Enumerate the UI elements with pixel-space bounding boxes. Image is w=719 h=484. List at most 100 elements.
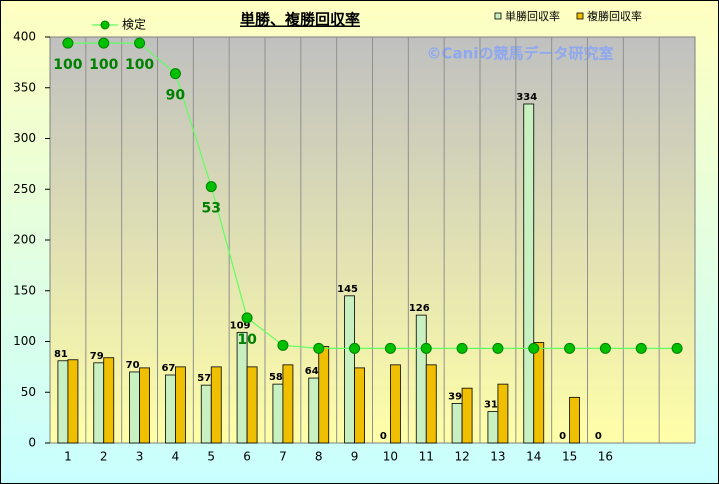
line-marker: [671, 342, 683, 354]
legend-marker: [100, 20, 110, 30]
bar: [497, 383, 509, 444]
x-tick-label: 10: [383, 450, 398, 464]
line-marker: [277, 339, 289, 351]
bar: [569, 396, 580, 444]
y-tick-label: 350: [13, 80, 36, 94]
line-marker: [492, 342, 504, 354]
data-label: 0: [380, 431, 387, 442]
bar: [461, 387, 473, 444]
line: [67, 42, 678, 349]
y-tick-label: 150: [13, 283, 36, 297]
line-marker: [420, 342, 432, 354]
y-tick-label: 400: [13, 30, 36, 44]
x-tick-label: 8: [315, 450, 323, 464]
bar: [318, 346, 330, 444]
bar: [533, 342, 545, 444]
x-tick-label: 6: [243, 450, 251, 464]
data-label: 79: [90, 351, 104, 362]
bar: [354, 367, 365, 444]
x-tick-label: 12: [454, 450, 469, 464]
data-label: 70: [126, 360, 140, 371]
x-tick-label: 11: [419, 450, 434, 464]
x-tick-label: 2: [100, 450, 108, 464]
x-tick-label: 13: [490, 450, 505, 464]
line-marker: [313, 342, 325, 354]
data-label: 31: [484, 400, 498, 411]
bar: [344, 295, 355, 444]
bar: [93, 362, 105, 444]
line-marker: [98, 37, 110, 49]
bar: [165, 374, 176, 444]
bar: [425, 364, 437, 444]
chart-title: 単勝、複勝回収率: [240, 11, 360, 29]
bar: [451, 403, 463, 444]
data-label: 81: [54, 349, 68, 360]
x-tick-label: 15: [562, 450, 577, 464]
line-marker: [169, 68, 181, 80]
x-tick-label: 5: [207, 450, 215, 464]
y-tick-label: 0: [28, 436, 36, 450]
line-marker: [528, 342, 540, 354]
bar: [523, 103, 535, 444]
legend-label: 検定: [122, 17, 146, 32]
data-label: 53: [202, 201, 221, 217]
data-label: 145: [337, 284, 358, 295]
bar: [103, 357, 115, 444]
bar: [282, 364, 294, 444]
data-label: 10: [237, 332, 257, 348]
y-tick-label: 250: [13, 182, 36, 196]
data-label: 64: [305, 366, 319, 377]
data-label: 100: [125, 57, 154, 73]
y-tick-label: 200: [13, 233, 36, 247]
bar: [129, 371, 140, 444]
data-label: 100: [89, 57, 118, 73]
y-tick-label: 50: [21, 385, 36, 399]
x-tick-label: 1: [64, 450, 72, 464]
watermark: ©Caniの競馬データ研究室: [427, 45, 614, 63]
line-marker: [241, 312, 253, 324]
legend-swatch: [576, 12, 584, 20]
line-marker: [384, 342, 396, 354]
bar: [57, 360, 69, 444]
legend-label: 単勝回収率: [505, 9, 560, 23]
bar: [415, 314, 427, 444]
x-tick-label: 4: [172, 450, 180, 464]
bar: [200, 384, 212, 444]
bar: [390, 364, 401, 444]
y-tick-label: 100: [13, 334, 36, 348]
bar: [139, 367, 150, 444]
bar: [246, 366, 258, 444]
data-label: 334: [516, 92, 537, 103]
line-marker: [62, 37, 74, 49]
bar: [210, 366, 222, 444]
x-tick-label: 16: [598, 450, 613, 464]
bar: [308, 377, 320, 444]
data-label: 109: [230, 320, 251, 331]
bar: [487, 411, 499, 444]
x-tick-label: 7: [279, 450, 287, 464]
data-label: 90: [166, 88, 186, 104]
line-marker: [599, 342, 611, 354]
data-label: 0: [559, 431, 566, 442]
data-label: 100: [53, 57, 82, 73]
line-marker: [349, 342, 361, 354]
data-label: 126: [409, 303, 430, 314]
x-tick-label: 3: [136, 450, 144, 464]
line-marker: [456, 342, 468, 354]
data-label: 58: [269, 372, 283, 383]
legend-swatch: [494, 12, 502, 20]
line-marker: [134, 37, 146, 49]
data-label: 0: [595, 431, 602, 442]
data-label: 67: [161, 363, 175, 374]
x-tick-label: 9: [351, 450, 359, 464]
legend-label: 複勝回収率: [587, 9, 642, 23]
bar: [236, 331, 248, 444]
line-marker: [205, 181, 217, 193]
data-label: 39: [448, 391, 462, 402]
x-tick-label: 14: [526, 450, 541, 464]
line-marker: [564, 342, 576, 354]
bar: [272, 383, 284, 444]
bar: [175, 366, 186, 444]
data-label: 57: [197, 373, 211, 384]
